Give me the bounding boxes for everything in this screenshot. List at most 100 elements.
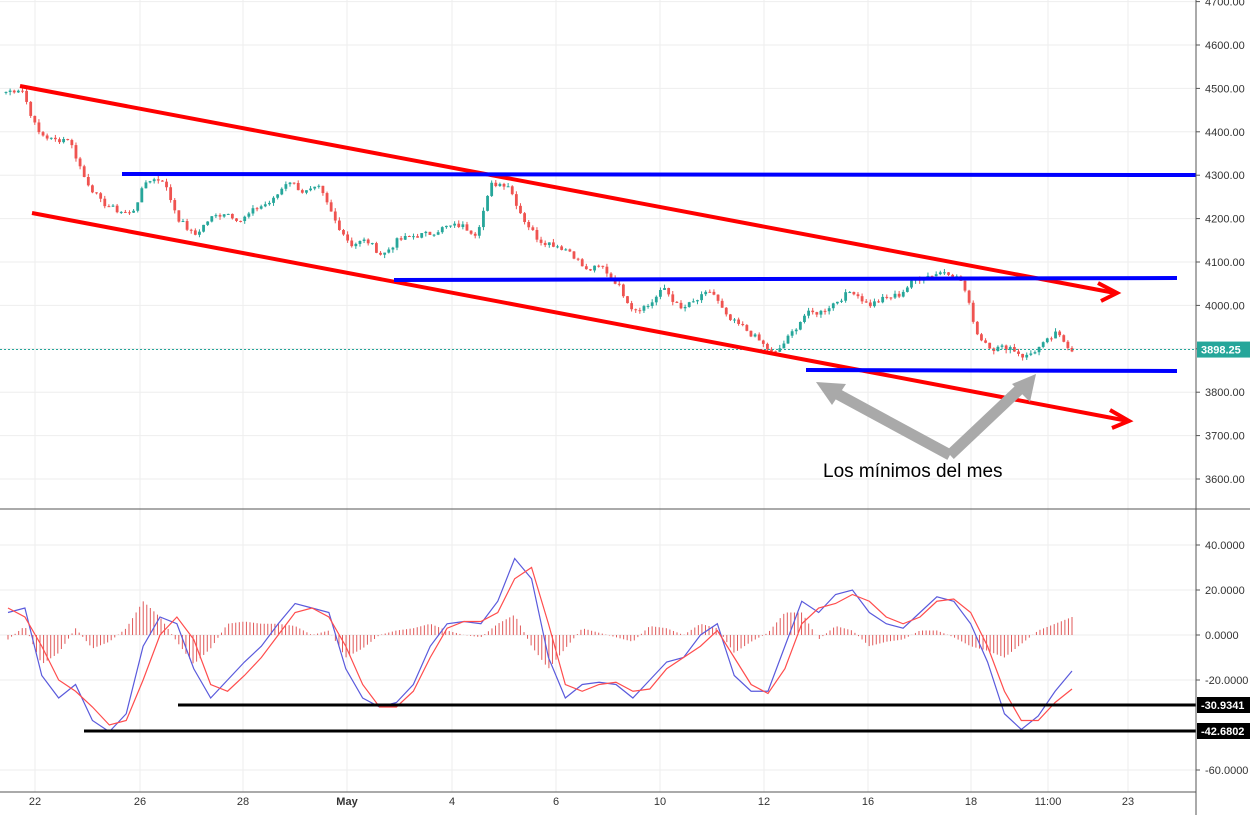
candle-body xyxy=(1008,347,1012,350)
candle-body xyxy=(975,321,979,335)
candle-body xyxy=(444,225,448,228)
candle-body xyxy=(321,185,325,194)
candle-body xyxy=(531,227,535,230)
candle-body xyxy=(119,211,123,213)
candle-body xyxy=(317,185,321,187)
candle-body xyxy=(601,265,605,267)
candle-body xyxy=(198,231,201,235)
level-tag-label: -42.6802 xyxy=(1201,726,1244,738)
candle-body xyxy=(589,269,592,271)
candle-body xyxy=(78,158,82,167)
candle-body xyxy=(819,310,823,315)
candle-body xyxy=(218,215,222,217)
candle-body xyxy=(782,343,786,349)
candle-body xyxy=(523,213,526,222)
candle-body xyxy=(572,251,576,259)
price-tick-label: 4200.00 xyxy=(1205,214,1245,226)
candle-body xyxy=(95,192,98,194)
candle-body xyxy=(169,187,173,201)
candle-body xyxy=(514,194,518,206)
candle-body xyxy=(82,166,86,177)
candle-body xyxy=(901,291,905,297)
candle-body xyxy=(416,236,419,238)
candle-body xyxy=(494,182,498,187)
candle-body xyxy=(877,301,880,303)
time-tick-label: 16 xyxy=(862,796,874,808)
candle-body xyxy=(835,301,839,304)
candle-body xyxy=(704,291,708,295)
candle-body xyxy=(370,243,374,245)
candle-body xyxy=(383,252,387,255)
candle-body xyxy=(749,330,753,337)
candle-body xyxy=(831,303,835,309)
macd-tick-label: 0.0000 xyxy=(1205,630,1239,642)
support-line-3850[interactable] xyxy=(805,368,1178,373)
candle-body xyxy=(210,216,214,222)
candle-body xyxy=(477,227,481,236)
candle-body xyxy=(420,233,424,238)
candle-body xyxy=(128,212,131,214)
last-price-tag xyxy=(1197,341,1250,358)
candle-body xyxy=(823,310,827,312)
candle-body xyxy=(346,234,350,241)
candle-body xyxy=(185,221,189,230)
candle-body xyxy=(350,240,354,247)
candle-body xyxy=(868,302,872,307)
resistance-line-4300[interactable] xyxy=(121,172,1197,177)
candle-body xyxy=(1041,342,1045,347)
time-tick-label: May xyxy=(336,796,358,808)
price-tick-label: 3800.00 xyxy=(1205,387,1245,399)
support-line-4060[interactable] xyxy=(393,276,1178,282)
candle-body xyxy=(766,343,769,350)
time-tick-label: 23 xyxy=(1122,796,1134,808)
time-tick-label: 22 xyxy=(29,796,41,808)
price-tick-label: 3700.00 xyxy=(1205,431,1245,443)
candle-body xyxy=(774,351,778,353)
candle-body xyxy=(671,294,675,302)
price-tick-label: 4600.00 xyxy=(1205,40,1245,52)
candle-body xyxy=(255,208,259,210)
candle-body xyxy=(333,211,337,221)
candle-body xyxy=(329,202,333,212)
candle-body xyxy=(300,190,304,193)
candle-body xyxy=(358,240,362,244)
level-tag xyxy=(1197,697,1250,713)
price-tick-label: 4400.00 xyxy=(1205,127,1245,139)
candle-body xyxy=(115,205,119,213)
candle-body xyxy=(239,220,243,222)
candle-body xyxy=(226,213,230,215)
candle-body xyxy=(745,325,749,331)
candle-body xyxy=(778,348,782,352)
candle-body xyxy=(243,216,247,222)
channel-lower-line[interactable] xyxy=(31,211,1129,423)
candle-body xyxy=(889,297,893,299)
candle-body xyxy=(807,310,810,316)
candle-body xyxy=(930,275,934,277)
candle-body xyxy=(609,273,613,278)
candle-body xyxy=(58,139,61,143)
candle-body xyxy=(247,213,251,217)
channel-upper-line[interactable] xyxy=(19,84,1116,295)
candle-body xyxy=(642,306,646,311)
candle-body xyxy=(486,195,489,211)
macd-line xyxy=(7,557,1073,733)
candle-body xyxy=(156,179,160,181)
candle-body xyxy=(41,132,45,136)
candle-body xyxy=(280,188,284,195)
candle-body xyxy=(449,225,452,227)
candle-body xyxy=(193,230,197,235)
candle-body xyxy=(399,238,403,240)
macd-tick-label: 40.0000 xyxy=(1205,540,1245,552)
candle-body xyxy=(761,340,765,344)
candle-body xyxy=(490,182,494,196)
candle-body xyxy=(123,211,127,213)
macd-tick-label: 20.0000 xyxy=(1205,585,1245,597)
candle-body xyxy=(1045,338,1049,343)
candle-body xyxy=(584,266,588,270)
candle-body xyxy=(617,283,621,285)
candle-body xyxy=(21,90,24,92)
candle-body xyxy=(407,236,411,238)
candle-body xyxy=(728,314,732,320)
